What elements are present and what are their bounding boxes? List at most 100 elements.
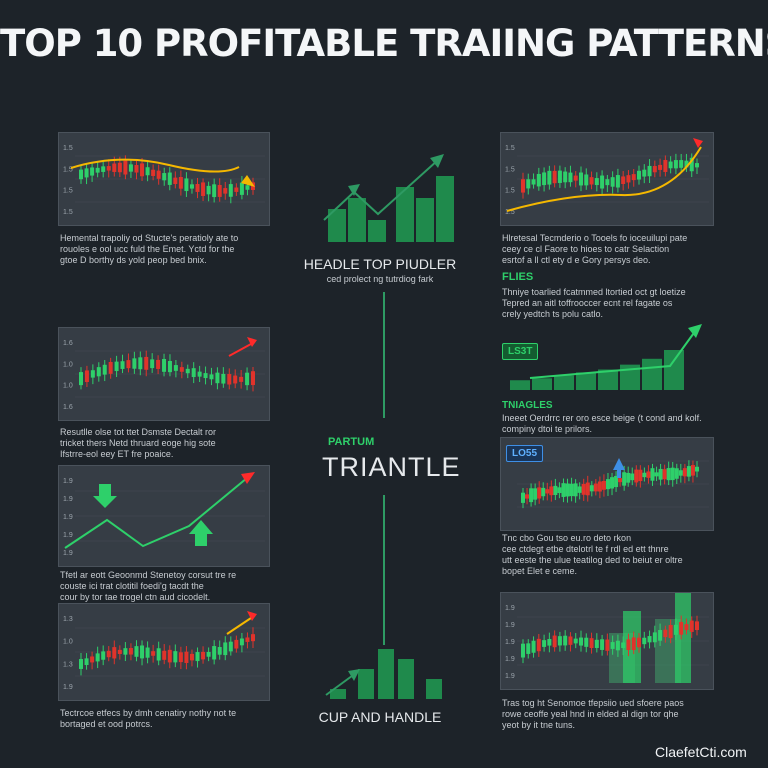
candle-body: [565, 483, 570, 497]
y-tick-label: 1.9: [63, 496, 73, 503]
candle-body: [117, 162, 122, 173]
candle-body: [140, 645, 145, 659]
candle-body: [642, 472, 647, 478]
candle-body: [162, 173, 167, 181]
candle-body: [90, 656, 95, 663]
chart-panel-5: 1.5 1.5 1.5 1.5: [500, 132, 714, 226]
candle-body: [626, 175, 631, 183]
bar: [348, 198, 366, 242]
candle-body: [621, 642, 626, 649]
candle-body: [621, 176, 626, 185]
trend-line: [506, 146, 702, 212]
candle-body: [537, 487, 542, 499]
candle-body: [201, 651, 206, 660]
candle-body: [145, 647, 150, 658]
candle-body: [178, 652, 183, 663]
candle-body: [156, 170, 161, 179]
candle-body: [545, 489, 550, 494]
caption-3: Tfetl ar eott Geoonmd Stenetoy corsut tr…: [60, 570, 237, 602]
candle-body: [658, 164, 663, 170]
candle-body: [185, 368, 190, 374]
candle-body: [615, 175, 620, 188]
candle-body: [690, 465, 695, 476]
candle-body: [594, 639, 599, 648]
y-tick-label: 1.9: [63, 532, 73, 539]
candle-body: [108, 361, 113, 374]
candle-body: [561, 483, 566, 497]
candle-body: [239, 638, 244, 646]
center-divider-top: [383, 292, 385, 418]
bar: [396, 187, 414, 242]
bar: [368, 220, 386, 242]
yellow-arrow-line: [226, 617, 252, 635]
candle-body: [542, 640, 547, 647]
candle-body: [563, 171, 568, 183]
candle-body: [557, 170, 562, 183]
candle-body: [245, 185, 250, 190]
candle-body: [663, 159, 668, 172]
candle-body: [526, 643, 531, 654]
candle-body: [668, 161, 673, 169]
candle-body: [626, 472, 631, 483]
trend-line: [325, 672, 357, 696]
caption-9: Tras tog ht Senomoe tfepsiio ued sfoere …: [502, 698, 684, 730]
candle-body: [637, 170, 641, 180]
bar: [398, 659, 414, 699]
chart-panel-1: 1.5 1.5 1.5 1.5: [58, 132, 270, 226]
candle-body: [631, 174, 636, 181]
pattern-line: [64, 477, 248, 549]
candle-body: [96, 367, 101, 377]
bar: [510, 380, 530, 390]
green-arrow-icon: [688, 324, 702, 338]
candle-body: [203, 373, 208, 379]
candle-body: [630, 473, 635, 481]
candle-body: [689, 157, 694, 172]
bar: [532, 378, 552, 390]
y-tick-label: 1.9: [63, 514, 73, 521]
candle-body: [206, 185, 211, 195]
red-arrow-icon: [247, 337, 257, 347]
y-tick-label: 1.0: [63, 361, 73, 368]
y-tick-label: 1.9: [63, 550, 73, 557]
red-arrow-line: [228, 343, 252, 357]
candle-body: [569, 483, 574, 497]
y-tick-label: 1.9: [505, 673, 515, 680]
candle-body: [525, 494, 530, 499]
candle-body: [631, 637, 636, 651]
candle-body: [647, 636, 652, 643]
candle-body: [227, 374, 232, 385]
candle-body: [654, 472, 659, 477]
red-arrow-icon: [241, 472, 255, 484]
y-tick-label: 1.9: [63, 478, 73, 485]
candle-body: [79, 372, 83, 386]
candle-body: [579, 637, 583, 646]
y-tick-label: 1.5: [505, 166, 515, 173]
candle-body: [101, 651, 106, 660]
candle-body: [521, 179, 525, 193]
y-tick-label: 1.5: [63, 145, 73, 152]
candle-body: [162, 650, 167, 660]
candle-body: [251, 371, 255, 386]
up-arrow-icon: [189, 520, 213, 546]
candle-body: [637, 637, 641, 648]
chart-panel-3: 1.9 1.9 1.9 1.9 1.9: [58, 465, 270, 567]
candle-body: [223, 188, 228, 194]
candle-body: [112, 163, 117, 172]
candle-body: [84, 168, 89, 178]
candle-body: [245, 637, 250, 642]
candle-body: [695, 466, 699, 472]
y-tick-label: 1.5: [505, 145, 515, 152]
candle-body: [195, 184, 200, 192]
candle-body: [668, 624, 673, 639]
candle-body: [132, 358, 137, 369]
y-tick-label: 1.9: [505, 622, 515, 629]
candle-body: [618, 478, 623, 483]
candle-body: [579, 172, 583, 186]
y-tick-label: 1.5: [505, 209, 515, 216]
candle-body: [106, 166, 111, 171]
caption-8: Tnc cbo Gou tso eu.ro deto rkon cee ctde…: [502, 533, 683, 576]
candle-body: [615, 640, 620, 651]
caption-6: Thniye toarlied fcatmmed ltortied oct gt…: [502, 287, 686, 319]
candle-body: [581, 483, 586, 495]
bar: [328, 209, 346, 242]
